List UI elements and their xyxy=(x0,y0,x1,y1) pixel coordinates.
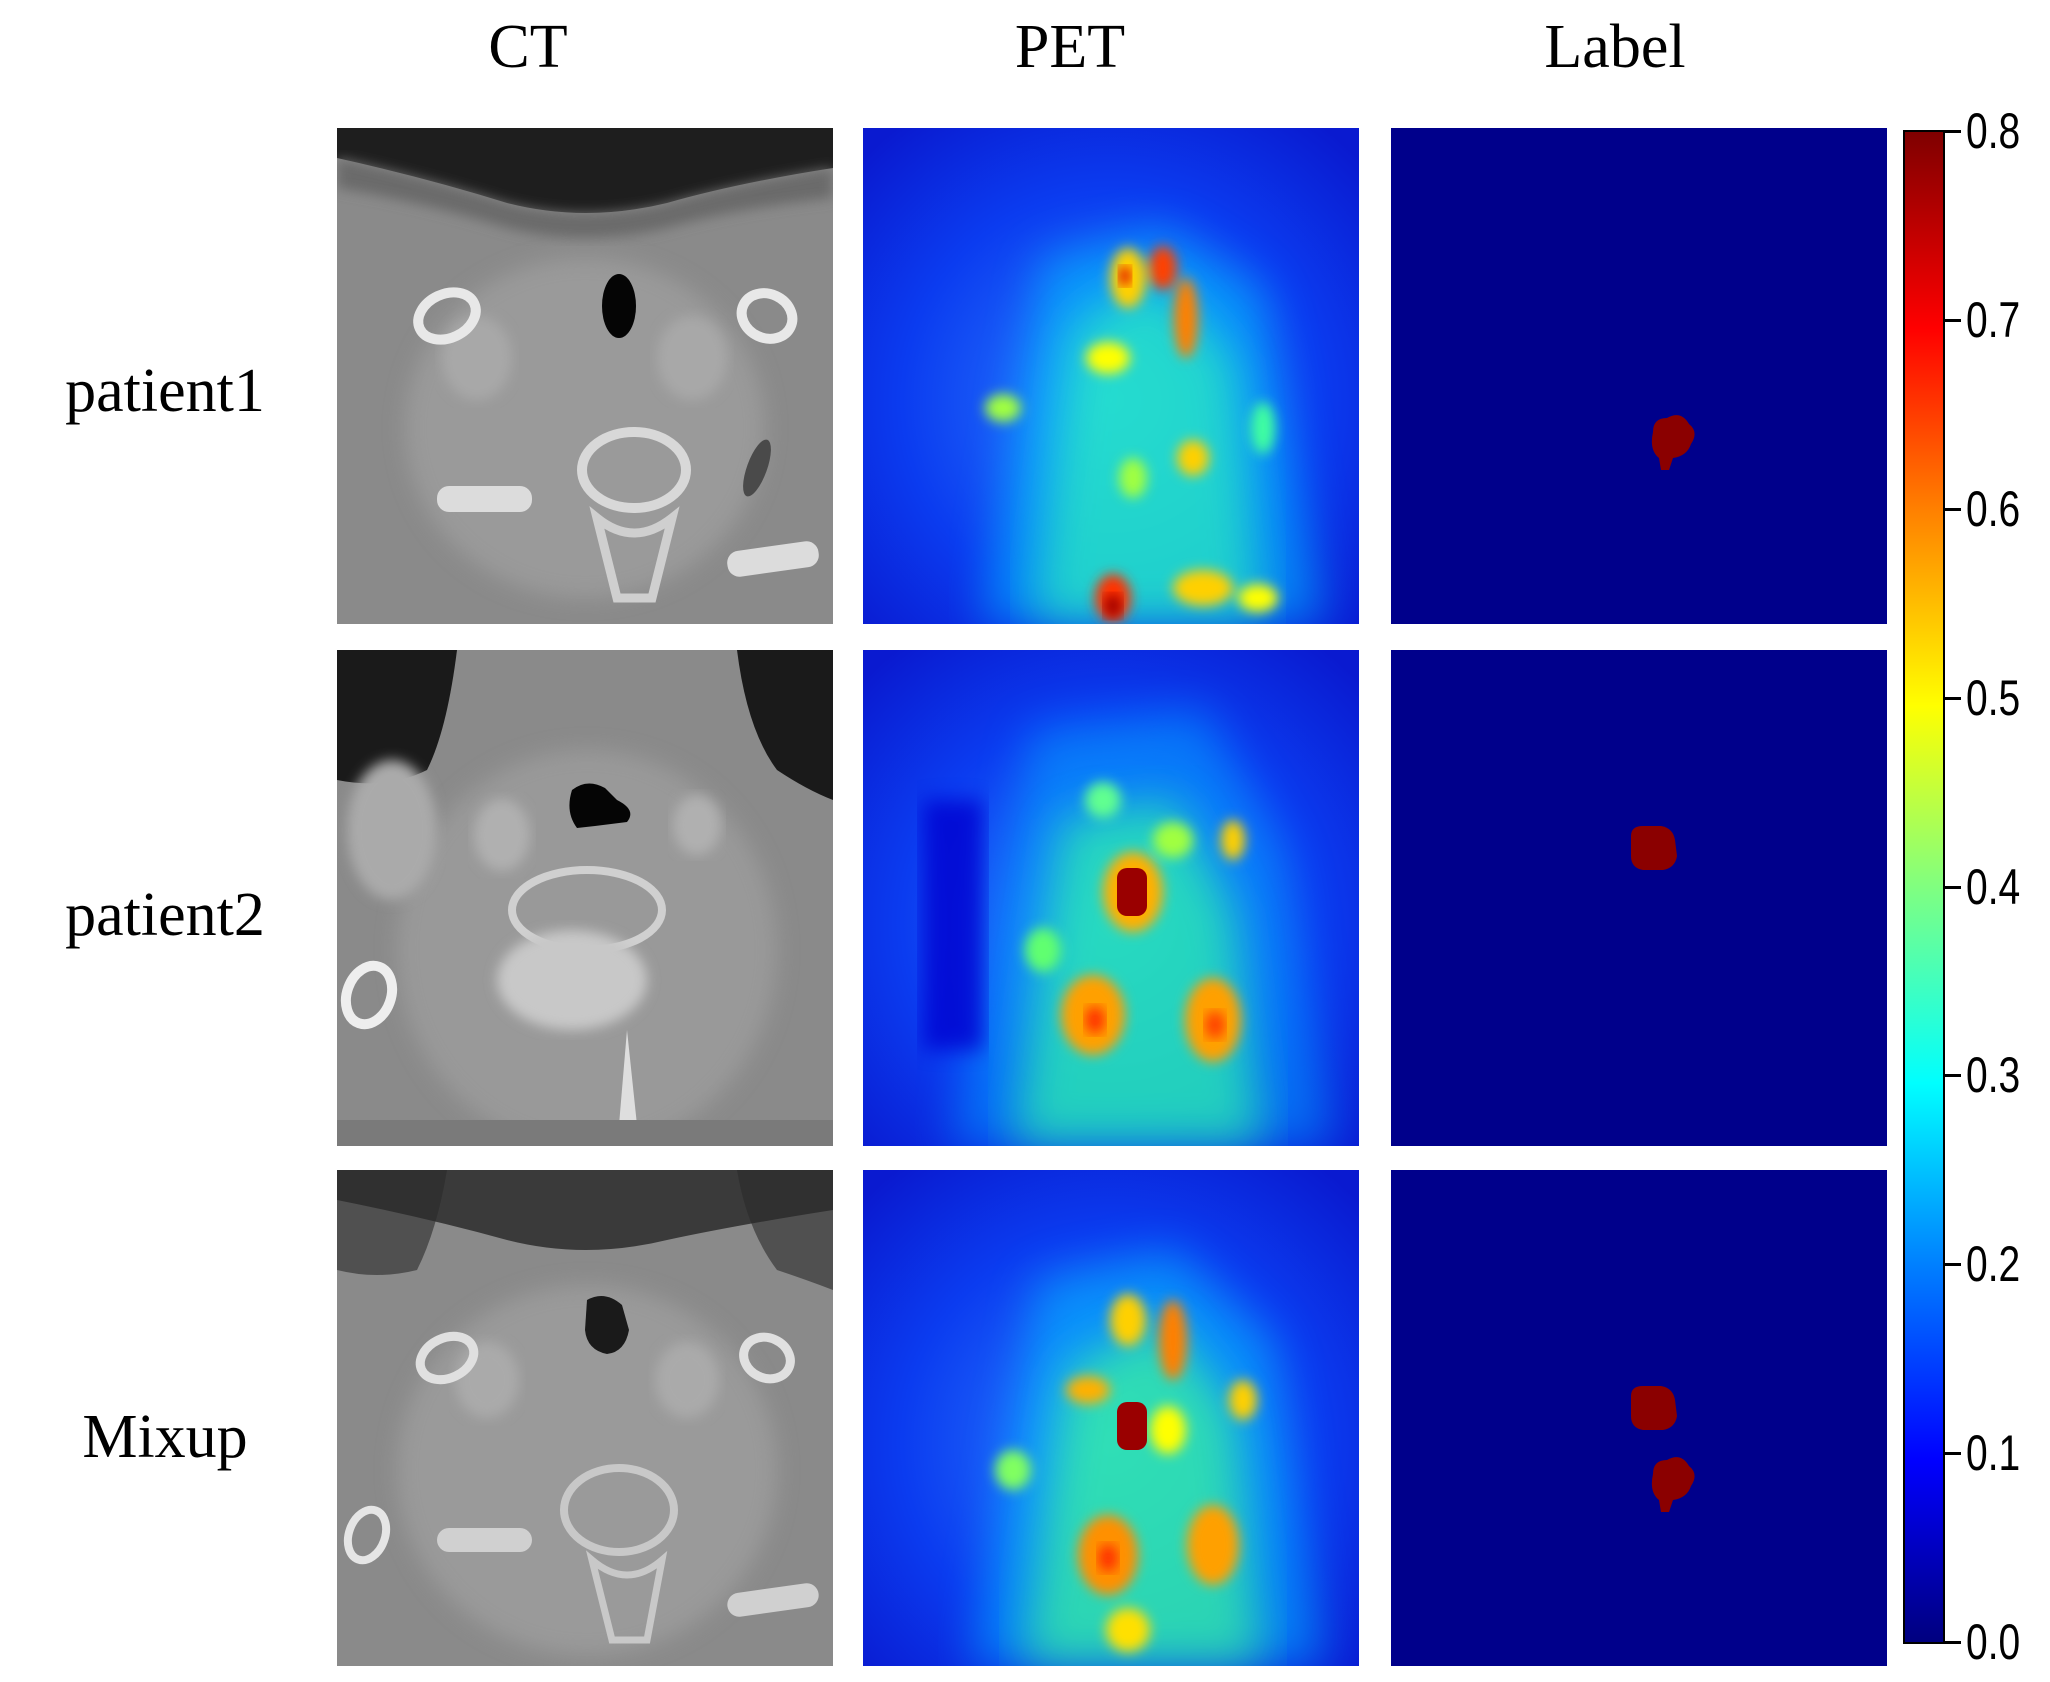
colorbar-tick-label: 0.5 xyxy=(1966,669,2021,726)
colorbar-tick-label: 0.7 xyxy=(1966,291,2021,348)
colorbar xyxy=(1903,130,1945,1644)
colorbar-tick xyxy=(1945,1263,1961,1267)
colorbar-tick-label: 0.1 xyxy=(1966,1425,2021,1482)
colorbar-tick xyxy=(1945,507,1961,511)
row-label-patient1: patient1 xyxy=(65,357,265,425)
colorbar-tick-label: 0.4 xyxy=(1966,858,2021,915)
pet-image-patient2 xyxy=(863,650,1359,1146)
row-label-mixup: Mixup xyxy=(82,1403,248,1471)
colorbar-tick xyxy=(1945,1074,1961,1078)
ct-image-mixup xyxy=(337,1170,833,1666)
label-image-patient2 xyxy=(1391,650,1887,1146)
label-image-mixup xyxy=(1391,1170,1887,1666)
colorbar-tick-label: 0.2 xyxy=(1966,1236,2021,1293)
pet-image-mixup xyxy=(863,1170,1359,1666)
colorbar-tick-label: 0.8 xyxy=(1966,103,2021,159)
colorbar-tick xyxy=(1945,1641,1961,1644)
column-title-label: Label xyxy=(1544,13,1686,81)
colorbar-tick-label: 0.6 xyxy=(1966,480,2021,537)
colorbar-tick xyxy=(1945,1452,1961,1456)
ct-image-patient1 xyxy=(337,128,833,624)
colorbar-tick-label: 0.0 xyxy=(1966,1614,2021,1670)
column-title-ct: CT xyxy=(488,13,568,81)
pet-image-patient1 xyxy=(863,128,1359,624)
column-title-pet: PET xyxy=(1014,13,1126,81)
label-image-patient1 xyxy=(1391,128,1887,624)
colorbar-tick xyxy=(1945,130,1961,133)
colorbar-tick xyxy=(1945,885,1961,889)
ct-image-patient2 xyxy=(337,650,833,1146)
colorbar-tick xyxy=(1945,318,1961,322)
colorbar-tick xyxy=(1945,696,1961,700)
colorbar-tick-label: 0.3 xyxy=(1966,1047,2021,1104)
row-label-patient2: patient2 xyxy=(65,881,265,949)
